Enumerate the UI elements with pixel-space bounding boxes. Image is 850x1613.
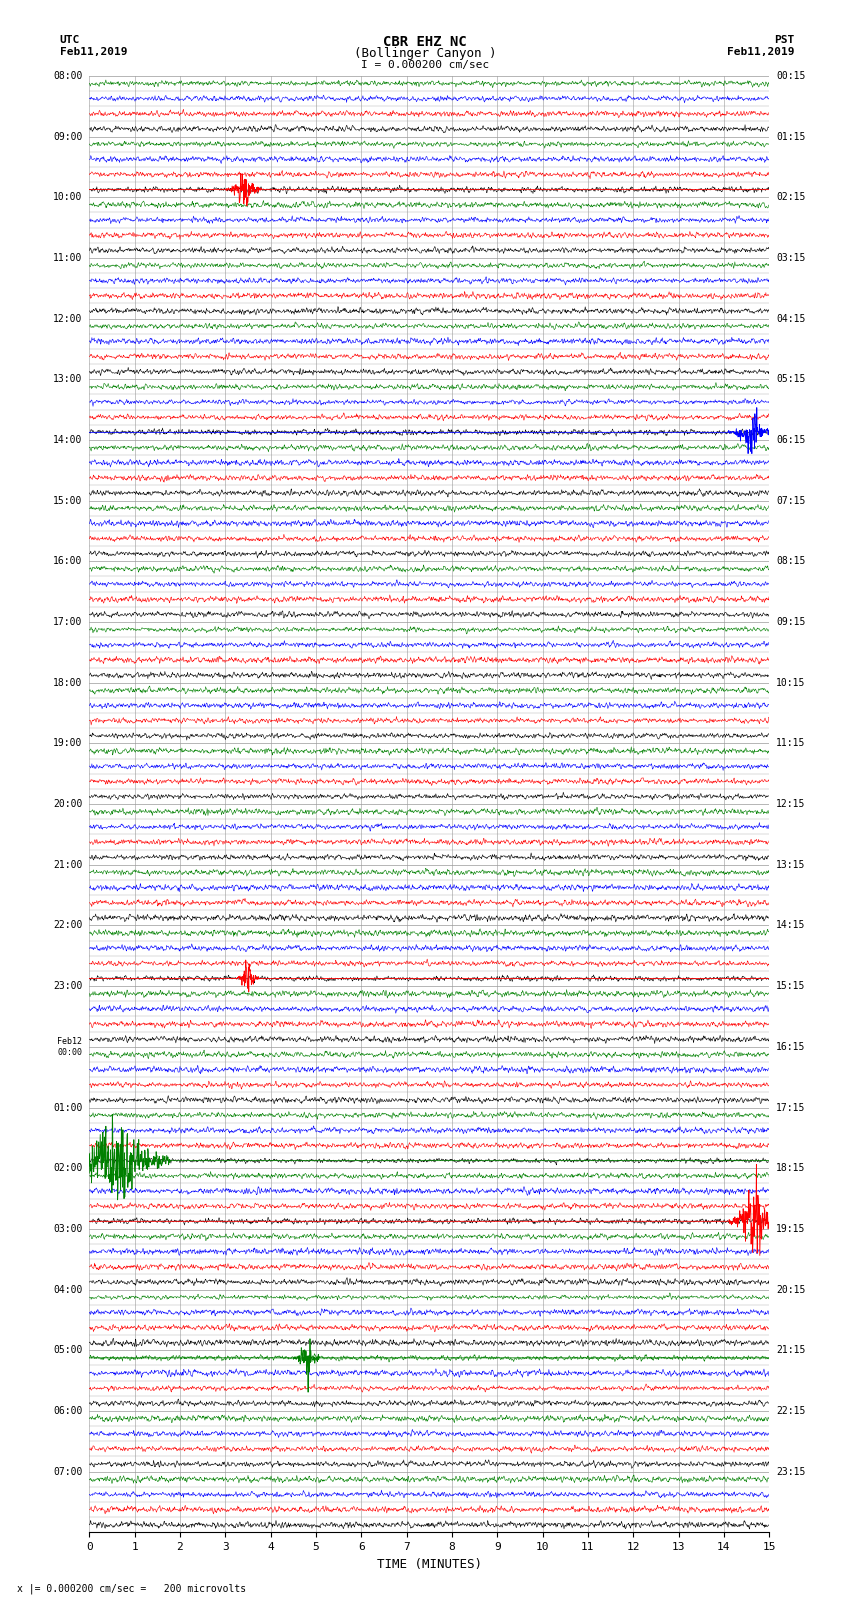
Text: UTC: UTC (60, 35, 80, 45)
Text: 18:00: 18:00 (53, 677, 82, 687)
Text: Feb11,2019: Feb11,2019 (60, 47, 127, 56)
Text: 19:15: 19:15 (776, 1224, 806, 1234)
Text: 18:15: 18:15 (776, 1163, 806, 1173)
Text: 21:15: 21:15 (776, 1345, 806, 1355)
Text: PST: PST (774, 35, 795, 45)
Text: 11:15: 11:15 (776, 739, 806, 748)
Text: Feb12
00:00: Feb12 00:00 (58, 1037, 82, 1057)
Text: 05:00: 05:00 (53, 1345, 82, 1355)
Text: 06:00: 06:00 (53, 1407, 82, 1416)
Text: 10:00: 10:00 (53, 192, 82, 202)
Text: 20:00: 20:00 (53, 798, 82, 810)
Text: 08:15: 08:15 (776, 556, 806, 566)
Text: Feb11,2019: Feb11,2019 (728, 47, 795, 56)
Text: 07:00: 07:00 (53, 1466, 82, 1476)
Text: 09:00: 09:00 (53, 132, 82, 142)
Text: 01:15: 01:15 (776, 132, 806, 142)
Text: CBR EHZ NC: CBR EHZ NC (383, 35, 467, 50)
Text: 12:15: 12:15 (776, 798, 806, 810)
Text: 19:00: 19:00 (53, 739, 82, 748)
Text: 04:00: 04:00 (53, 1284, 82, 1295)
Text: 20:15: 20:15 (776, 1284, 806, 1295)
Text: 11:00: 11:00 (53, 253, 82, 263)
Text: 02:15: 02:15 (776, 192, 806, 202)
Text: 16:00: 16:00 (53, 556, 82, 566)
Text: 00:15: 00:15 (776, 71, 806, 81)
Text: 17:15: 17:15 (776, 1103, 806, 1113)
Text: 14:15: 14:15 (776, 921, 806, 931)
Text: (Bollinger Canyon ): (Bollinger Canyon ) (354, 47, 496, 60)
Text: 15:00: 15:00 (53, 495, 82, 505)
Text: 02:00: 02:00 (53, 1163, 82, 1173)
Text: 13:00: 13:00 (53, 374, 82, 384)
Text: 15:15: 15:15 (776, 981, 806, 990)
Text: 03:00: 03:00 (53, 1224, 82, 1234)
Text: 12:00: 12:00 (53, 313, 82, 324)
Text: 14:00: 14:00 (53, 436, 82, 445)
Text: 04:15: 04:15 (776, 313, 806, 324)
Text: 08:00: 08:00 (53, 71, 82, 81)
Text: x |= 0.000200 cm/sec =   200 microvolts: x |= 0.000200 cm/sec = 200 microvolts (17, 1582, 246, 1594)
Text: 05:15: 05:15 (776, 374, 806, 384)
Text: 22:00: 22:00 (53, 921, 82, 931)
Text: 01:00: 01:00 (53, 1103, 82, 1113)
Text: 13:15: 13:15 (776, 860, 806, 869)
Text: 23:00: 23:00 (53, 981, 82, 990)
Text: 10:15: 10:15 (776, 677, 806, 687)
Text: I = 0.000200 cm/sec: I = 0.000200 cm/sec (361, 60, 489, 69)
Text: 16:15: 16:15 (776, 1042, 806, 1052)
Text: 21:00: 21:00 (53, 860, 82, 869)
Text: 06:15: 06:15 (776, 436, 806, 445)
Text: 03:15: 03:15 (776, 253, 806, 263)
Text: 17:00: 17:00 (53, 618, 82, 627)
Text: 23:15: 23:15 (776, 1466, 806, 1476)
Text: 22:15: 22:15 (776, 1407, 806, 1416)
X-axis label: TIME (MINUTES): TIME (MINUTES) (377, 1558, 482, 1571)
Text: 07:15: 07:15 (776, 495, 806, 505)
Text: 09:15: 09:15 (776, 618, 806, 627)
